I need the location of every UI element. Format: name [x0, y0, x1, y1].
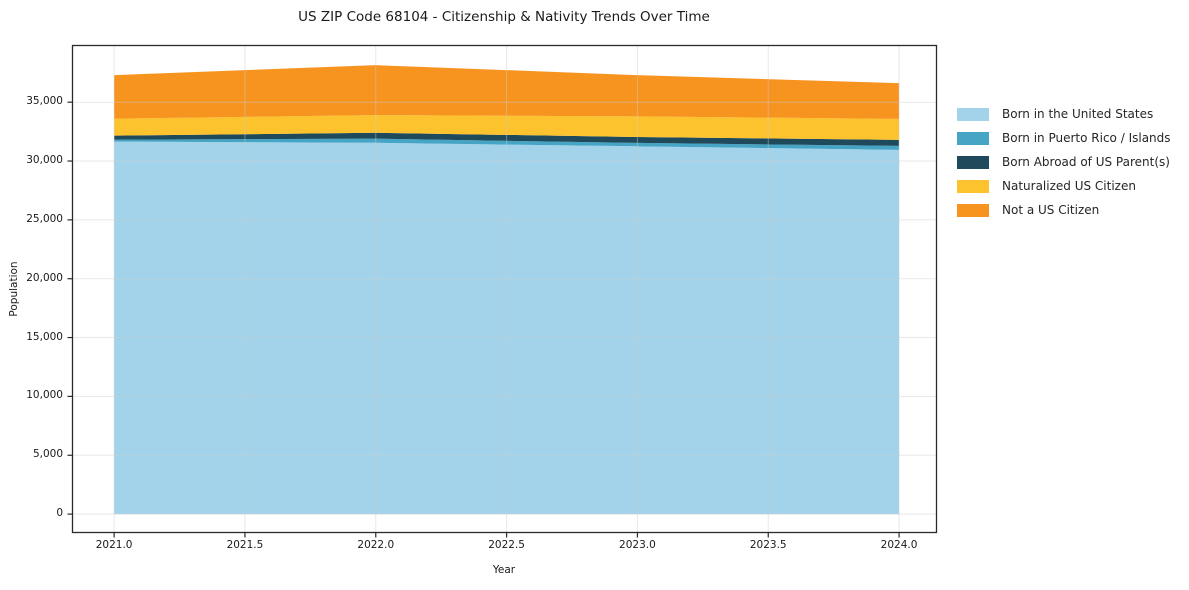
y-axis-label: Population [8, 261, 20, 317]
legend-item: Born in Puerto Rico / Islands [957, 126, 1171, 150]
y-tick-label: 15,000 [26, 330, 63, 343]
y-tick-label: 20,000 [26, 271, 63, 284]
legend-item: Born Abroad of US Parent(s) [957, 150, 1171, 174]
legend-label: Naturalized US Citizen [1002, 179, 1136, 193]
y-tick-label: 0 [56, 507, 63, 520]
y-tick-label: 30,000 [26, 154, 63, 167]
x-tick-label: 2023.0 [619, 539, 656, 551]
y-tick-label: 10,000 [26, 389, 63, 402]
legend-swatch-born-us [957, 107, 989, 121]
legend-swatch-not-citizen [957, 203, 989, 217]
area-series-4 [114, 65, 900, 119]
legend-item: Born in the United States [957, 102, 1171, 126]
legend-item: Not a US Citizen [957, 198, 1171, 222]
area-series-3 [114, 115, 900, 140]
chart-title: US ZIP Code 68104 - Citizenship & Nativi… [298, 9, 710, 25]
x-tick-label: 2022.0 [357, 539, 395, 551]
area-series-0 [114, 141, 900, 515]
x-tick-label: 2022.5 [488, 539, 525, 551]
legend-label: Not a US Citizen [1002, 203, 1100, 217]
legend-swatch-naturalized [957, 179, 989, 193]
area-series-1 [114, 138, 900, 150]
legend-swatch-puerto-rico [957, 131, 989, 145]
legend-swatch-born-abroad [957, 155, 989, 169]
legend-item: Naturalized US Citizen [957, 174, 1171, 198]
area-series-2 [114, 132, 900, 146]
legend-label: Born in Puerto Rico / Islands [1002, 131, 1171, 145]
plot-area [67, 44, 938, 538]
y-tick-label: 25,000 [26, 212, 63, 225]
x-tick-label: 2021.0 [95, 539, 133, 551]
x-tick-label: 2023.5 [749, 539, 787, 551]
legend-label: Born in the United States [1002, 107, 1154, 121]
legend: Born in the United States Born in Puerto… [957, 102, 1171, 222]
x-tick-label: 2021.5 [226, 539, 264, 551]
x-tick-label: 2024.0 [880, 539, 918, 551]
plot-spines [71, 44, 938, 534]
legend-label: Born Abroad of US Parent(s) [1002, 155, 1170, 169]
x-axis-label: Year [492, 564, 516, 576]
y-tick-label: 5,000 [32, 448, 63, 461]
y-tick-label: 35,000 [26, 95, 63, 108]
